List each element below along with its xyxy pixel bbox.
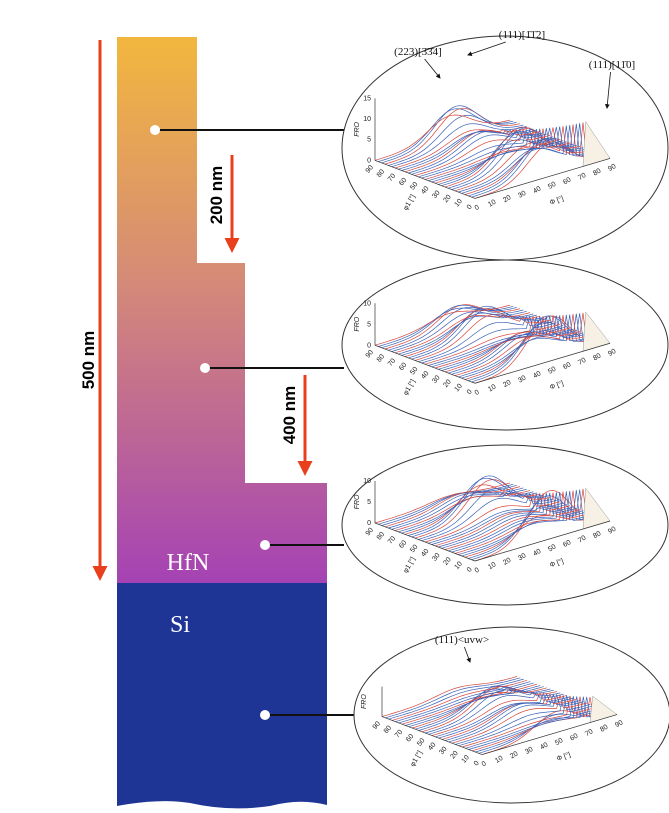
z-tick-label: 0 — [367, 342, 371, 349]
depth-label: 400 nm — [280, 386, 299, 445]
texture-annotation: (111)<uvw> — [435, 634, 489, 646]
z-axis-label: FRO — [361, 694, 368, 709]
z-axis-label: FRO — [354, 316, 361, 331]
sample-point — [200, 363, 210, 373]
depth-label: 200 nm — [207, 166, 226, 225]
z-tick-label: 5 — [367, 321, 371, 328]
sample-point — [260, 540, 270, 550]
film-label: HfN — [167, 550, 210, 576]
texture-annotation: (223)[3̄3̄4] — [394, 46, 442, 58]
z-tick-label: 0 — [367, 157, 371, 164]
sample-point — [150, 125, 160, 135]
z-tick-label: 10 — [363, 478, 371, 485]
sample-point — [260, 710, 270, 720]
plot-frame — [354, 627, 669, 803]
z-tick-label: 15 — [363, 95, 371, 102]
texture-annotation: (111)[11̄0] — [589, 59, 635, 71]
texture-annotation: (111)[1̄1̄2] — [499, 29, 545, 41]
z-tick-label: 5 — [367, 137, 371, 144]
substrate-label: Si — [170, 612, 190, 638]
z-axis-label: FRO — [354, 494, 361, 509]
si-substrate — [117, 583, 327, 808]
hfn-film — [117, 37, 327, 583]
odf-plot: 1050FRO9080706050403020100φ1 [°]01020304… — [200, 260, 668, 430]
z-tick-label: 10 — [363, 300, 371, 307]
depth-label: 500 nm — [79, 331, 98, 390]
diagram: 500 nm 200 nm 400 nm HfN Si 151050FRO908… — [0, 0, 669, 813]
z-tick-label: 0 — [367, 520, 371, 527]
z-axis-label: FRO — [354, 121, 361, 136]
z-tick-label: 10 — [363, 116, 371, 123]
z-tick-label: 5 — [367, 499, 371, 506]
